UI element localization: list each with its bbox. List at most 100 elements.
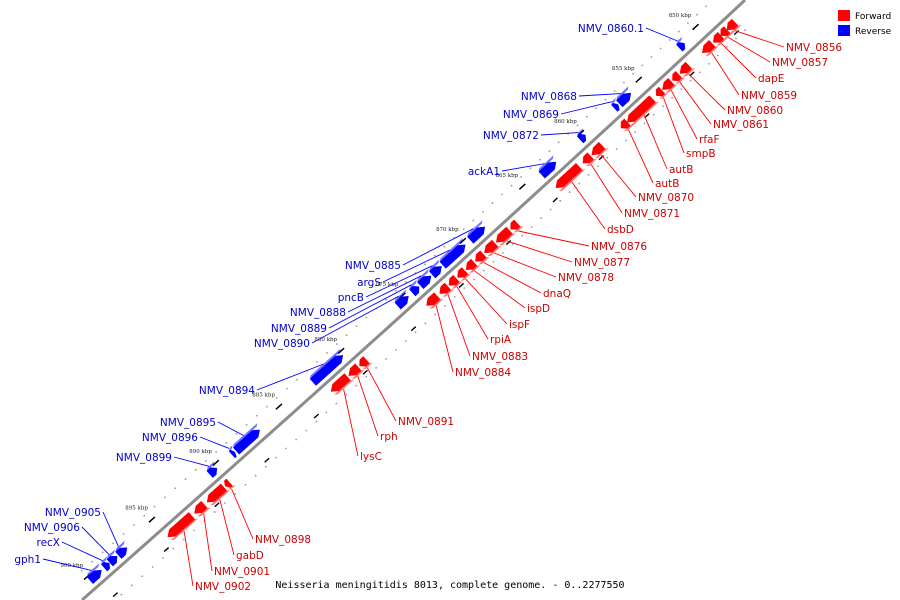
gene-label-argS[interactable]: argS <box>357 277 381 289</box>
genome-backbone <box>81 0 747 600</box>
leader-line <box>493 252 557 278</box>
gene-label-NMV_0878[interactable]: NMV_0878 <box>558 272 614 284</box>
gene-label-NMV_0901[interactable]: NMV_0901 <box>214 566 270 578</box>
gene-label-NMV_0859[interactable]: NMV_0859 <box>741 90 797 102</box>
gene-feature-pncB[interactable] <box>428 266 442 279</box>
gene-feature-shade <box>107 549 115 560</box>
scale-dot <box>91 560 94 563</box>
gene-feature-NMV_0869[interactable] <box>611 102 620 112</box>
gene-label-lysC[interactable]: lysC <box>360 451 382 463</box>
gene-feature-NMV_0896[interactable] <box>228 449 237 459</box>
gene-label-NMV_0872[interactable]: NMV_0872 <box>483 130 539 142</box>
gene-label-NMV_0876[interactable]: NMV_0876 <box>591 241 647 253</box>
gene-label-NMV_0899[interactable]: NMV_0899 <box>116 452 172 464</box>
gene-label-recX[interactable]: recX <box>36 537 60 549</box>
gene-label-rpiA[interactable]: rpiA <box>490 334 512 346</box>
gene-feature-NMV_0906[interactable] <box>106 555 118 567</box>
gene-label-pncB[interactable]: pncB <box>338 292 364 304</box>
gene-label-smpB[interactable]: smpB <box>686 148 716 160</box>
gene-feature-shade <box>559 169 586 192</box>
gene-feature-autB[interactable] <box>626 95 656 123</box>
gene-label-NMV_0877[interactable]: NMV_0877 <box>574 257 630 269</box>
gene-label-NMV_0856[interactable]: NMV_0856 <box>786 42 842 54</box>
gene-feature-gph1[interactable] <box>86 569 102 585</box>
gene-label-gph1[interactable]: gph1 <box>14 554 41 566</box>
gene-feature-argS[interactable] <box>439 244 466 269</box>
gene-label-NMV_0857[interactable]: NMV_0857 <box>772 57 828 69</box>
gene-feature-NMV_0876[interactable] <box>510 219 521 230</box>
leader-line <box>474 270 526 309</box>
gene-label-NMV_0889[interactable]: NMV_0889 <box>271 323 327 335</box>
gene-label-NMV_0891[interactable]: NMV_0891 <box>398 416 454 428</box>
leader-line <box>256 363 324 391</box>
gene-feature-NMV_0890[interactable] <box>394 296 409 310</box>
gene-label-dapE[interactable]: dapE <box>758 73 784 85</box>
gene-label-NMV_0861[interactable]: NMV_0861 <box>713 119 769 131</box>
scale-dot <box>557 141 560 144</box>
scale-dot <box>604 98 607 101</box>
gene-feature-NMV_0888[interactable] <box>417 275 432 290</box>
gene-label-ispD[interactable]: ispD <box>527 303 550 315</box>
gene-feature-NMV_0868[interactable] <box>616 92 632 108</box>
gene-label-autB[interactable]: autB <box>655 178 679 190</box>
gene-label-rfaF[interactable]: rfaF <box>699 134 720 146</box>
gene-feature-dsbD[interactable] <box>555 162 583 189</box>
leader-line <box>483 262 542 294</box>
gene-label-NMV_0890[interactable]: NMV_0890 <box>254 338 310 350</box>
gene-feature-shade <box>409 279 417 290</box>
gene-label-NMV_0888[interactable]: NMV_0888 <box>290 307 346 319</box>
gene-feature-NMV_0898[interactable] <box>224 478 233 488</box>
leader-line <box>347 275 422 313</box>
gene-feature-NMV_0885[interactable] <box>467 226 486 244</box>
gene-feature-NMV_0872[interactable] <box>576 133 587 144</box>
leader-line <box>199 436 230 449</box>
gene-feature-NMV_0895[interactable] <box>232 429 260 455</box>
gene-feature-recX[interactable] <box>100 561 110 572</box>
tick-label: 870 kbp <box>436 227 459 233</box>
gene-label-gabD[interactable]: gabD <box>236 550 264 562</box>
gene-label-NMV_0860.1[interactable]: NMV_0860.1 <box>578 23 644 35</box>
gene-feature-smpB[interactable] <box>655 86 666 97</box>
gene-feature-shade <box>594 148 609 159</box>
scale-dot <box>285 447 287 450</box>
gene-feature-shade <box>170 518 198 541</box>
gene-label-dnaQ[interactable]: dnaQ <box>543 288 571 300</box>
gene-label-ackA1[interactable]: ackA1 <box>468 166 500 178</box>
gene-feature-NMV_0883[interactable] <box>439 282 452 294</box>
gene-label-NMV_0902[interactable]: NMV_0902 <box>195 581 251 593</box>
gene-feature-NMV_0877[interactable] <box>495 226 513 243</box>
gene-label-NMV_0883[interactable]: NMV_0883 <box>472 351 528 363</box>
gene-label-rph[interactable]: rph <box>380 431 398 443</box>
gene-label-NMV_0884[interactable]: NMV_0884 <box>455 367 511 379</box>
gene-label-NMV_0860[interactable]: NMV_0860 <box>727 105 783 117</box>
gene-label-NMV_0906[interactable]: NMV_0906 <box>24 522 80 534</box>
gene-label-autB[interactable]: autB <box>669 164 693 176</box>
gene-label-dsbD[interactable]: dsbD <box>607 224 634 236</box>
gene-label-ispF[interactable]: ispF <box>509 319 530 331</box>
gene-feature-ackA1[interactable] <box>538 161 557 179</box>
gene-feature-NMV_0902[interactable] <box>167 512 196 538</box>
gene-feature-rfaF[interactable] <box>662 77 675 90</box>
gene-label-NMV_0885[interactable]: NMV_0885 <box>345 260 401 272</box>
gene-label-NMV_0895[interactable]: NMV_0895 <box>160 417 216 429</box>
gene-label-NMV_0868[interactable]: NMV_0868 <box>521 91 577 103</box>
gene-feature-NMV_0899[interactable] <box>206 467 218 478</box>
gene-feature-NMV_0891[interactable] <box>359 356 370 367</box>
leader-line <box>402 228 474 266</box>
tick-mark <box>148 516 156 523</box>
gene-label-NMV_0898[interactable]: NMV_0898 <box>255 534 311 546</box>
gene-feature-NMV_0894[interactable] <box>309 355 344 386</box>
gene-feature-ispF[interactable] <box>457 267 469 278</box>
gene-label-NMV_0869[interactable]: NMV_0869 <box>503 109 559 121</box>
gene-feature-NMV_0860.1[interactable] <box>676 42 686 52</box>
gene-label-NMV_0905[interactable]: NMV_0905 <box>45 507 101 519</box>
scale-dot <box>122 533 125 535</box>
gene-label-NMV_0871[interactable]: NMV_0871 <box>624 208 680 220</box>
gene-feature-NMV_0889[interactable] <box>409 286 420 297</box>
gene-label-NMV_0896[interactable]: NMV_0896 <box>142 432 198 444</box>
gene-feature-NMV_0905[interactable] <box>115 547 128 559</box>
gene-feature-NMV_0871[interactable] <box>582 152 594 164</box>
gene-label-NMV_0894[interactable]: NMV_0894 <box>199 385 255 397</box>
gene-label-NMV_0870[interactable]: NMV_0870 <box>638 192 694 204</box>
scale-dot <box>606 156 609 159</box>
